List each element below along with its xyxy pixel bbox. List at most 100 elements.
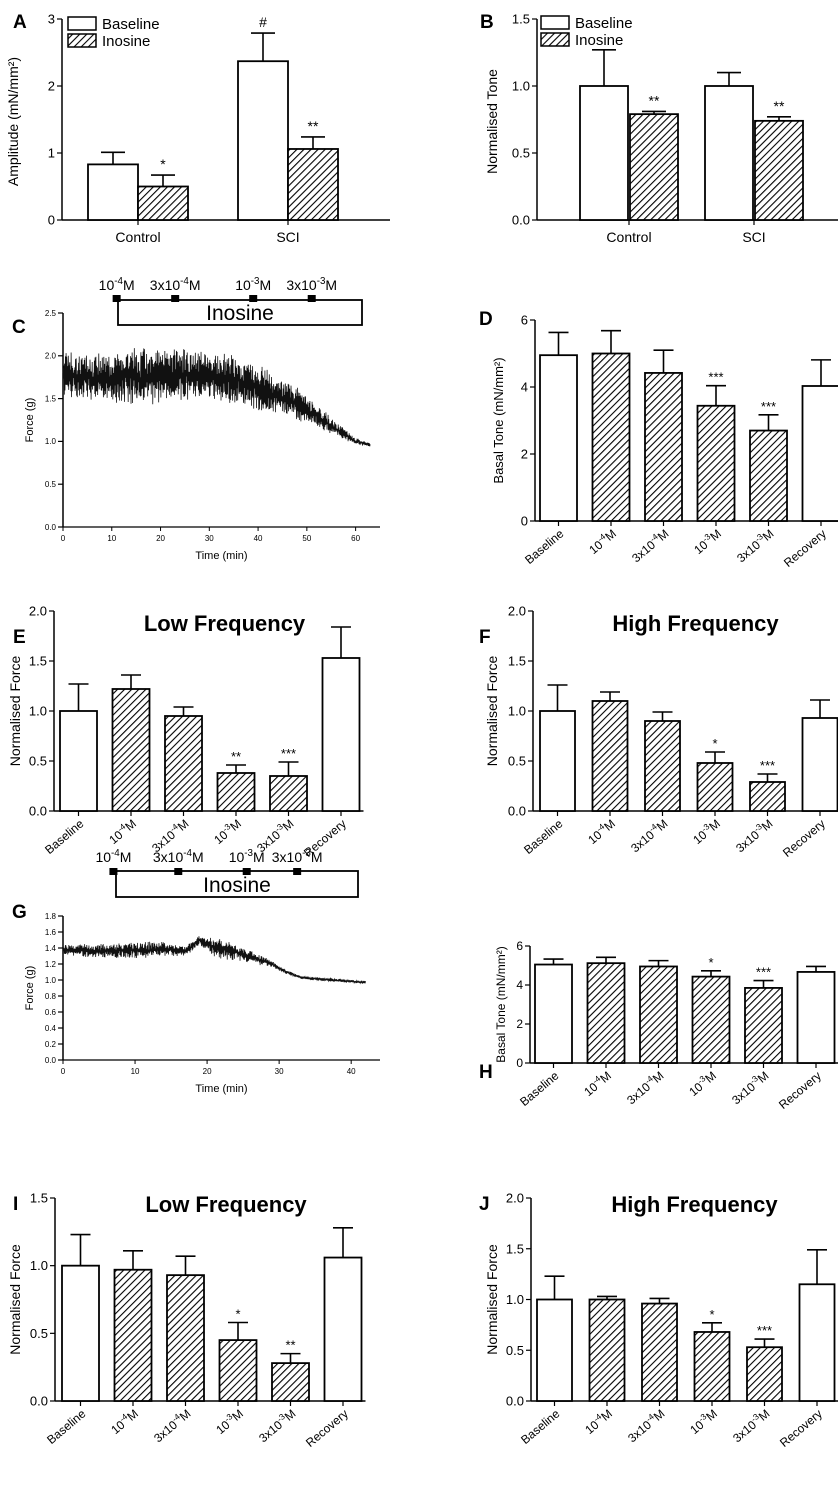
bar xyxy=(591,352,631,522)
y-tick-label: 1.2 xyxy=(45,960,57,969)
bar xyxy=(539,710,576,812)
panel-letter: D xyxy=(479,309,493,330)
dose-label-exponent: -3 xyxy=(251,276,260,287)
y-tick-label: 1.5 xyxy=(512,12,530,27)
dose-marker xyxy=(293,868,302,875)
dose-label-unit: M xyxy=(192,849,204,865)
y-tick-label: 1.0 xyxy=(506,1292,524,1307)
dose-label-mantissa: 10 xyxy=(235,277,251,293)
bar xyxy=(744,987,783,1064)
y-axis-label: Force (g) xyxy=(24,966,36,1011)
y-tick-label: 2 xyxy=(516,1017,523,1031)
panel-letter: E xyxy=(13,627,26,648)
bar xyxy=(534,963,573,1064)
x-tick-label: 3x10-4M xyxy=(623,1067,667,1107)
panel-letter: H xyxy=(479,1062,493,1083)
y-tick-label: 6 xyxy=(516,939,523,953)
bar xyxy=(644,720,681,812)
x-tick-label-mantissa: Recovery xyxy=(777,1407,825,1450)
bar xyxy=(641,1302,678,1402)
bar xyxy=(269,775,308,812)
bar xyxy=(323,1256,363,1402)
y-tick-label: 0 xyxy=(521,514,528,529)
x-tick-label: 10-4M xyxy=(584,815,618,847)
bar xyxy=(218,1339,258,1402)
panel-letter: I xyxy=(13,1194,18,1215)
panel-B: B 0.0 0.5 1.0 1.5 Normalised Tone Control ** SCI… xyxy=(480,12,838,245)
bar xyxy=(536,1298,573,1402)
treatment-bar xyxy=(117,299,363,326)
y-tick-label: 1.0 xyxy=(45,976,57,985)
dose-label-unit: M xyxy=(123,277,135,293)
x-tick-label: Recovery xyxy=(777,1407,825,1450)
dose-label-exponent: -4 xyxy=(114,276,123,287)
legend-label: Inosine xyxy=(102,33,150,50)
dose-marker xyxy=(174,868,183,875)
bar xyxy=(237,60,289,221)
panel-J: J 0.0 0.5 1.0 1.5 2.0 Normalised Force High Fre… xyxy=(479,1191,838,1450)
dose-label-mantissa: 10 xyxy=(99,277,115,293)
dose-label-mantissa: 3x10 xyxy=(272,849,303,865)
dose-label: 3x10-3M xyxy=(272,848,323,865)
y-tick-label: 4 xyxy=(521,380,528,395)
y-tick-label: 1.6 xyxy=(45,928,57,937)
x-tick-label-mantissa: Recovery xyxy=(303,1407,351,1450)
y-axis-label: Normalised Tone xyxy=(484,69,500,174)
x-tick-label: 0 xyxy=(61,534,66,543)
y-axis-label: Amplitude (mN/mm²) xyxy=(5,57,21,186)
dose-marker xyxy=(242,868,251,875)
y-tick-label: 0.6 xyxy=(45,1008,57,1017)
x-tick-label: 10-3M xyxy=(210,815,244,847)
significance-marker: ** xyxy=(285,1338,295,1353)
y-tick-label: 1 xyxy=(48,146,55,161)
dose-marker xyxy=(171,295,180,302)
significance-marker: ** xyxy=(774,98,785,114)
significance-marker: ** xyxy=(308,118,319,134)
bar xyxy=(754,119,804,221)
bar xyxy=(798,1283,836,1402)
panel-letter: F xyxy=(479,627,491,648)
y-tick-label: 1.5 xyxy=(45,394,57,403)
x-tick-label: Baseline xyxy=(521,816,566,857)
bar xyxy=(644,372,683,522)
y-tick-label: 1.5 xyxy=(508,654,526,669)
bar xyxy=(579,85,629,221)
x-tick-label: 10-4M xyxy=(105,815,139,847)
x-tick-label: Baseline xyxy=(42,816,87,857)
bar xyxy=(59,710,98,812)
bar xyxy=(749,429,788,522)
bar xyxy=(137,185,189,221)
bar xyxy=(61,1264,100,1402)
panel-D: D 0 2 4 6 Basal Tone (mN/mm²) Baseline 10-4M 3x1… xyxy=(479,309,838,570)
treatment-bar xyxy=(115,870,359,898)
panel-letter: B xyxy=(480,12,494,33)
legend-label: Inosine xyxy=(575,32,623,49)
x-tick-label-mantissa: Baseline xyxy=(517,1068,562,1109)
x-tick-label: Recovery xyxy=(776,1069,824,1112)
x-tick-label: 10-4M xyxy=(581,1405,615,1437)
y-tick-label: 1.0 xyxy=(512,79,530,94)
treatment-label: Inosine xyxy=(203,874,271,897)
significance-marker: *** xyxy=(757,1323,772,1338)
dose-label-unit: M xyxy=(325,277,337,293)
dose-label-unit: M xyxy=(260,277,272,293)
y-tick-label: 2.0 xyxy=(508,604,526,619)
x-tick-label: 0 xyxy=(61,1067,66,1076)
x-tick-label: Recovery xyxy=(781,527,829,570)
dose-label-exponent: -3 xyxy=(244,848,253,859)
bar xyxy=(166,1274,205,1402)
bar xyxy=(321,657,361,812)
y-tick-label: 2.0 xyxy=(45,352,57,361)
x-axis-label: Time (min) xyxy=(195,550,247,562)
y-tick-label: 0.4 xyxy=(45,1024,57,1033)
dose-marker xyxy=(307,295,316,302)
bar xyxy=(87,163,139,221)
y-tick-label: 0.5 xyxy=(506,1343,524,1358)
y-tick-label: 0.0 xyxy=(508,804,526,819)
y-tick-label: 2 xyxy=(521,447,528,462)
bar xyxy=(796,971,836,1064)
significance-marker: * xyxy=(235,1307,240,1322)
legend-swatch xyxy=(540,15,570,30)
dose-label-mantissa: 10 xyxy=(229,849,245,865)
x-tick-label: 10 xyxy=(107,534,116,543)
